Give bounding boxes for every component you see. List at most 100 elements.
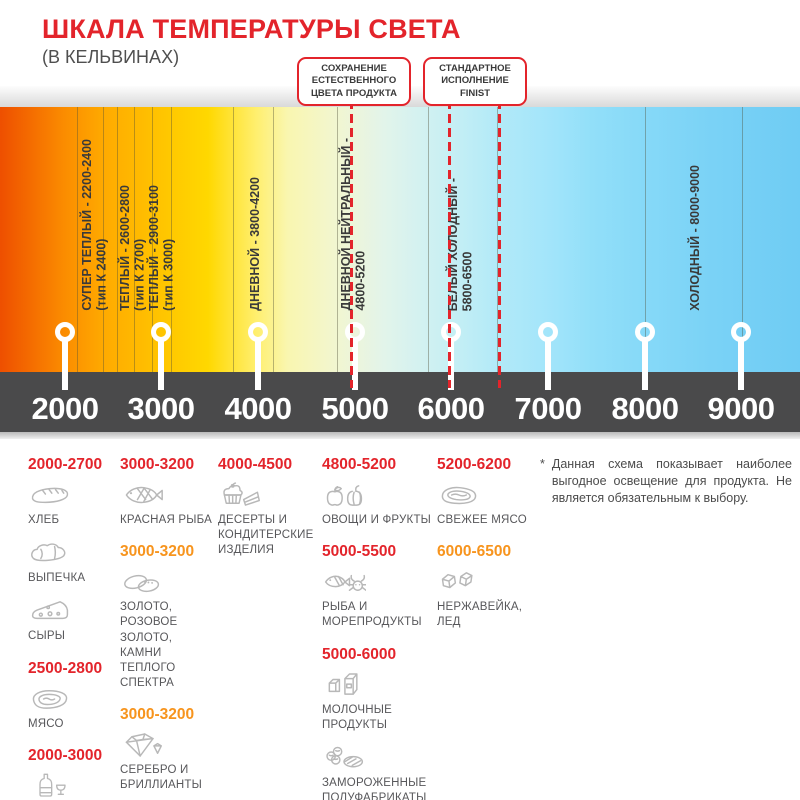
axis-tick-2000: 2000 (31, 391, 99, 426)
guide-dashed-line-5000 (350, 100, 353, 388)
rings-icon (124, 575, 160, 593)
zone-label-text: ТЕПЛЫЙ - 2600-2800 (118, 185, 132, 311)
divider-line (171, 107, 172, 372)
marker-circle (635, 322, 655, 342)
page-subtitle: (В КЕЛЬВИНАХ) (42, 47, 180, 67)
product-item-pastry: ВЫПЕЧКА (28, 538, 120, 586)
range-header: 5000-6000 (322, 645, 397, 663)
zone-label-warm-2700: ТЕПЛЫЙ - 2600-2800 (тип К 2700) (118, 185, 147, 311)
seafood-icon (324, 575, 366, 592)
product-item-desserts: ДЕСЕРТЫ И КОНДИТЕРСКИЕ ИЗДЕЛИЯ (218, 480, 318, 559)
divider-line (742, 107, 743, 372)
marker-circle (345, 322, 365, 342)
footnote-text: Данная схема показывает наиболее выгодно… (551, 457, 792, 505)
zone-label-text: ДНЕВНОЙ - 3800-4200 (248, 177, 262, 311)
product-column-1: 2000-2700 ХЛЕБ ВЫПЕЧКА СЫРЫ 2500-2800 (28, 450, 120, 800)
range-header: 5200-6200 (437, 456, 512, 473)
ice-icon (441, 572, 473, 589)
marker-stem (255, 340, 261, 390)
alcohol-icon (39, 773, 66, 797)
frozen-icon (326, 746, 364, 768)
range-header: 5000-5500 (322, 543, 397, 561)
zone-label-cold: ХОЛОДНЫЙ - 8000-9000 (688, 165, 703, 311)
marker-stem (642, 340, 648, 390)
range-header: 3000-3200 (120, 456, 195, 473)
marker-stem (62, 340, 68, 390)
product-label: СЫРЫ (28, 630, 66, 643)
zone-label-text: СУПЕР ТЕПЛЫЙ - 2200-2400 (80, 139, 94, 311)
range-header: 3000-3200 (120, 543, 195, 561)
marker-stem (545, 340, 551, 390)
bread-icon (31, 487, 69, 504)
zone-label-super-warm: СУПЕР ТЕПЛЫЙ - 2200-2400 (тип К 2400) (80, 139, 109, 311)
guide-dashed-line-6000 (448, 100, 451, 388)
product-item-bread: ХЛЕБ (28, 480, 120, 528)
axis-tick-5000: 5000 (321, 391, 389, 426)
callout-standard-finist: СТАНДАРТНОЕ ИСПОЛНЕНИЕ FINIST (423, 57, 527, 107)
zone-label-text: ХОЛОДНЫЙ - 8000-9000 (688, 165, 702, 311)
guide-dashed-line-6500 (498, 100, 501, 388)
marker-stem (448, 340, 454, 390)
product-label: ВЫПЕЧКА (28, 572, 86, 585)
kelvin-gradient-scale: СУПЕР ТЕПЛЫЙ - 2200-2400 (тип К 2400) ТЕ… (0, 107, 800, 390)
marker-circle (441, 322, 461, 342)
zone-label-text: ТЕПЛЫЙ - 2900-3100 (147, 185, 161, 311)
axis-tick-4000: 4000 (224, 391, 292, 426)
dairy-icon (328, 672, 358, 695)
meat-icon (32, 689, 68, 709)
product-label: ДЕСЕРТЫ И КОНДИТЕРСКИЕ ИЗДЕЛИЯ (218, 514, 314, 557)
marker-circle (538, 322, 558, 342)
divider-line (134, 107, 135, 372)
divider-line (645, 107, 646, 372)
product-item-ice: НЕРЖАВЕЙКА, ЛЕД (437, 567, 537, 630)
callout-natural-color: СОХРАНЕНИЕ ЕСТЕСТВЕННОГО ЦВЕТА ПРОДУКТА (297, 57, 411, 107)
zone-label-sub: 5800-6500 (460, 251, 475, 311)
divider-line (233, 107, 234, 372)
bar-shadow-band (0, 432, 800, 439)
divider-line (117, 107, 118, 372)
divider-line (273, 107, 274, 372)
marker-stem (738, 340, 744, 390)
marker-circle (248, 322, 268, 342)
divider-line (428, 107, 429, 372)
product-item-vegetables: ОВОЩИ И ФРУКТЫ (322, 480, 437, 528)
product-column-3: 4000-4500 ДЕСЕРТЫ И КОНДИТЕРСКИЕ ИЗДЕЛИЯ (218, 450, 318, 569)
product-item-diamonds: СЕРЕБРО И БРИЛЛИАНТЫ (120, 730, 216, 793)
divider-line (103, 107, 104, 372)
zone-label-warm-3000: ТЕПЛЫЙ - 2900-3100 (тип К 3000) (147, 185, 176, 311)
fish-icon (125, 486, 163, 504)
range-header: 4800-5200 (322, 456, 397, 473)
product-label: ОВОЩИ И ФРУКТЫ (322, 514, 432, 526)
product-item-seafood: РЫБА И МОРЕПРОДУКТЫ (322, 567, 437, 630)
divider-line (497, 107, 498, 372)
marker-circle (55, 322, 75, 342)
product-item-alcohol: АКОГОЛЬ (28, 771, 120, 800)
axis-tick-8000: 8000 (611, 391, 679, 426)
divider-line (152, 107, 153, 372)
desserts-icon (223, 482, 260, 506)
divider-line (77, 107, 78, 372)
divider-line (337, 107, 338, 372)
product-item-dairy: МОЛОЧНЫЕ ПРОДУКТЫ (322, 670, 437, 733)
product-label: РЫБА И МОРЕПРОДУКТЫ (322, 601, 422, 629)
product-label: НЕРЖАВЕЙКА, ЛЕД (437, 601, 523, 629)
product-item-gold: ЗОЛОТО, РОЗОВОЕ ЗОЛОТО, КАМНИ ТЕПЛОГО СП… (120, 567, 216, 691)
product-item-fresh-meat: СВЕЖЕЕ МЯСО (437, 480, 537, 528)
footnote: * Данная схема показывает наиболее выгод… (540, 456, 792, 507)
range-header: 2500-2800 (28, 659, 103, 677)
product-item-red-fish: КРАСНАЯ РЫБА (120, 480, 216, 528)
marker-circle (151, 322, 171, 342)
range-header: 4000-4500 (218, 456, 293, 473)
zone-label-daylight: ДНЕВНОЙ - 3800-4200 (248, 177, 263, 311)
product-column-2: 3000-3200 КРАСНАЯ РЫБА 3000-3200 ЗОЛОТО,… (120, 450, 216, 800)
croissant-icon (31, 543, 66, 562)
footnote-asterisk: * (540, 457, 545, 471)
axis-tick-7000: 7000 (514, 391, 582, 426)
kelvin-axis-bar: 2000 3000 4000 5000 6000 7000 8000 9000 (0, 372, 800, 432)
range-header: 3000-3200 (120, 706, 195, 724)
range-header: 2000-2700 (28, 456, 103, 473)
cheese-icon (31, 601, 69, 620)
range-header: 2000-3000 (28, 746, 103, 764)
marker-circle (731, 322, 751, 342)
